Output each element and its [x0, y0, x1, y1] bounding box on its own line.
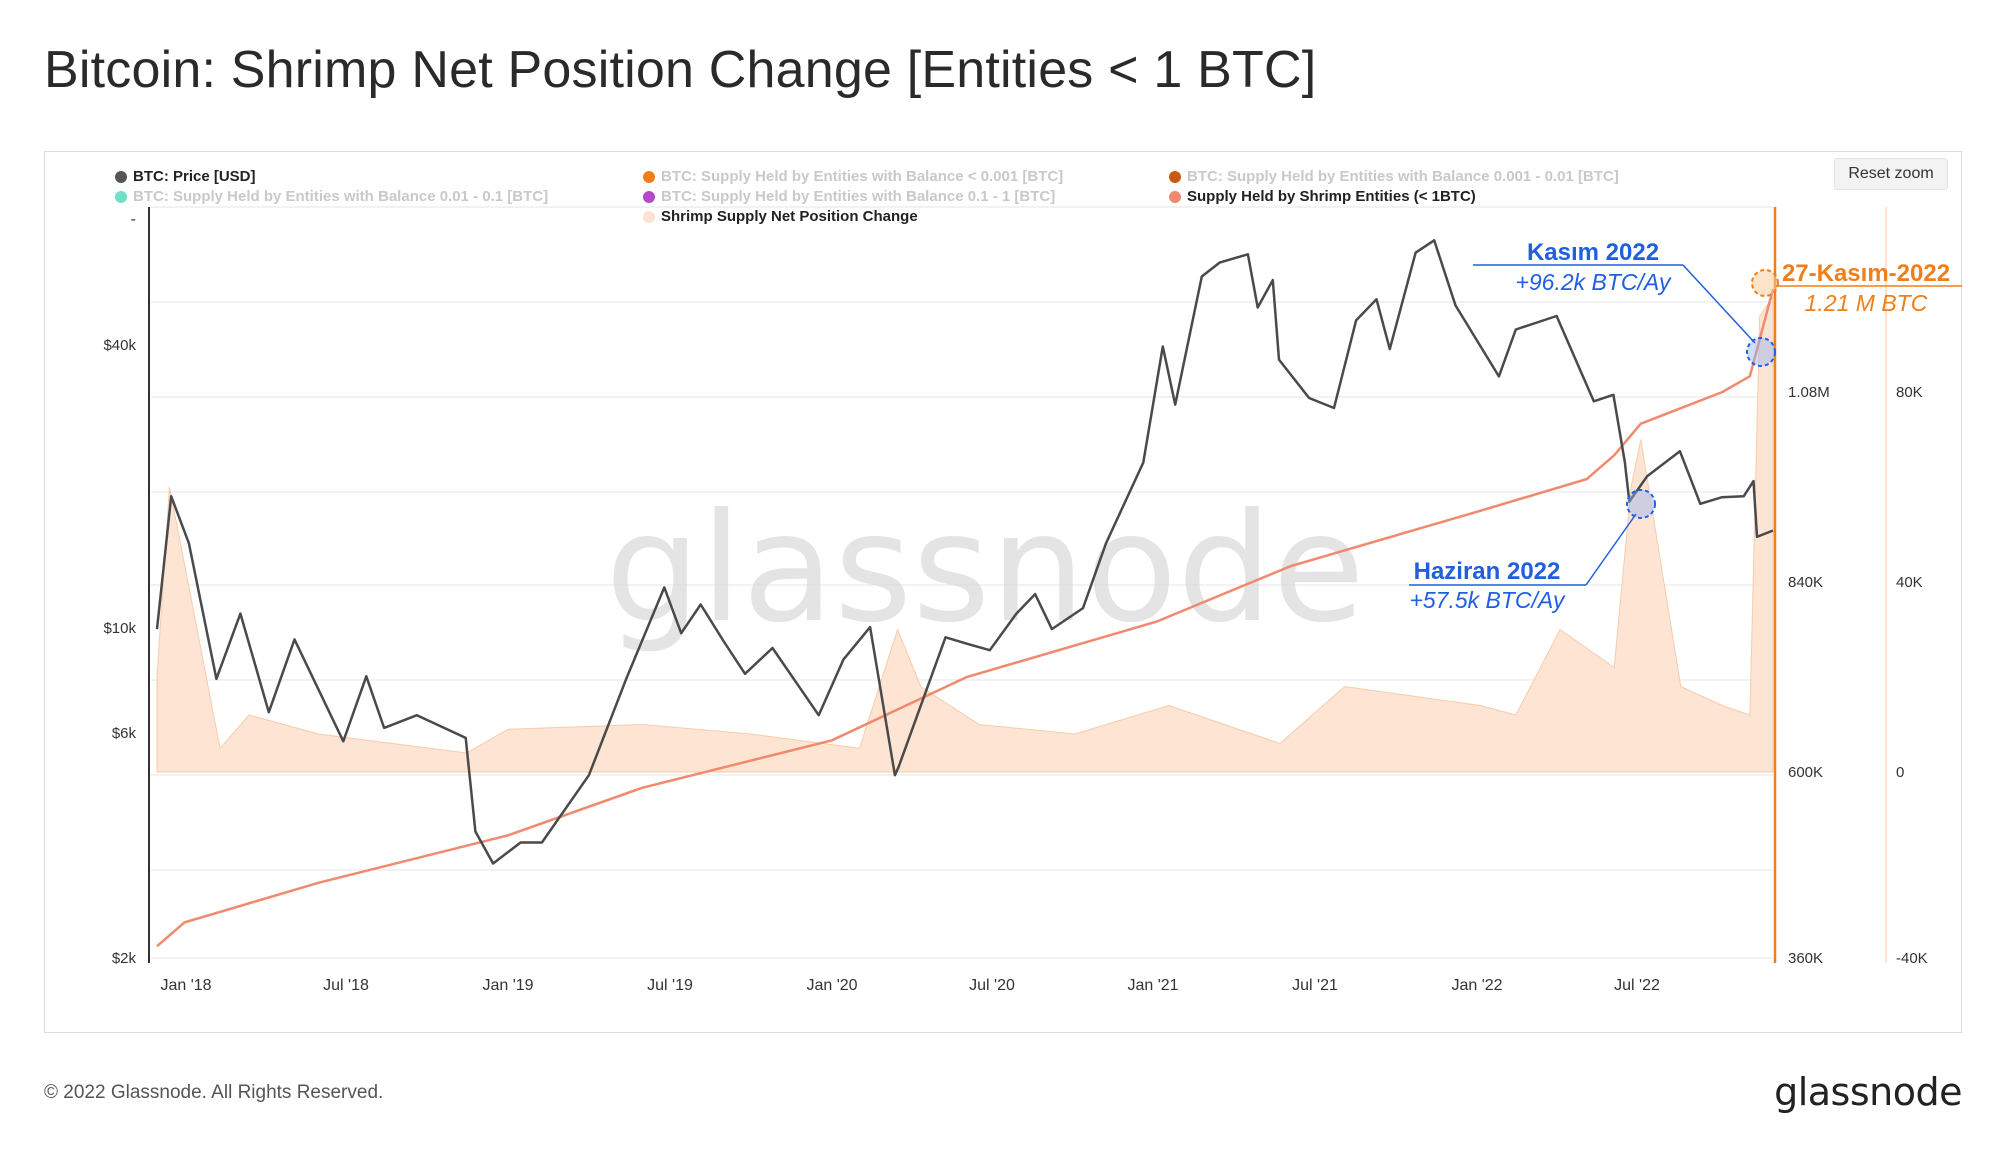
legend-label: BTC: Supply Held by Entities with Balanc…: [1187, 168, 1619, 185]
kasim-value: +96.2k BTC/Ay: [1515, 269, 1672, 295]
legend-label: BTC: Price [USD]: [133, 168, 256, 185]
legend-swatch: [643, 190, 655, 203]
shrimp-supply-line: [156, 288, 1775, 948]
footer-logo: glassnode: [1774, 1070, 1962, 1114]
x-tick-label: Jul '21: [1292, 977, 1338, 994]
x-tick-label: Jan '20: [806, 977, 857, 994]
reset-zoom-button[interactable]: Reset zoom: [1834, 158, 1948, 190]
x-tick-label: Jul '22: [1614, 977, 1660, 994]
legend-item[interactable]: BTC: Supply Held by Entities with Balanc…: [643, 188, 1055, 205]
haziran-value: +57.5k BTC/Ay: [1409, 587, 1566, 613]
price-tick-label: $40k: [103, 337, 136, 354]
x-tick-label: Jul '18: [323, 977, 369, 994]
kasim-leader: [1682, 264, 1756, 344]
kasim-marker: [1746, 337, 1776, 367]
haziran-marker: [1626, 489, 1656, 519]
haziran-title: Haziran 2022: [1414, 558, 1561, 585]
supply-tick-label: 360K: [1788, 950, 1823, 967]
x-tick-label: Jul '19: [647, 977, 693, 994]
legend-swatch: [1169, 170, 1181, 183]
haziran-leader: [1585, 513, 1637, 586]
legend-swatch: [643, 210, 655, 223]
change-tick-label: -40K: [1896, 950, 1928, 967]
legend-item[interactable]: BTC: Supply Held by Entities with Balanc…: [1169, 168, 1619, 185]
watermark: glassnode: [605, 482, 1364, 656]
end-value: 1.21 M BTC: [1805, 290, 1928, 316]
legend-item[interactable]: Shrimp Supply Net Position Change: [643, 208, 918, 225]
legend-swatch: [115, 190, 127, 203]
legend-label: BTC: Supply Held by Entities with Balanc…: [661, 168, 1064, 185]
chart-frame: [44, 151, 1962, 1033]
legend-swatch: [643, 170, 655, 183]
legend-label: Shrimp Supply Net Position Change: [661, 208, 918, 225]
legend-swatch: [1169, 190, 1181, 203]
btc-price-line: [155, 239, 1774, 865]
x-tick-label: Jan '18: [160, 977, 211, 994]
price-tick-label: $6k: [112, 725, 137, 742]
chart-title: Bitcoin: Shrimp Net Position Change [Ent…: [44, 41, 1317, 99]
supply-tick-label: 1.08M: [1788, 384, 1830, 401]
x-tick-label: Jan '19: [482, 977, 533, 994]
net-position-change-area: [156, 295, 1774, 773]
change-tick-label: 40K: [1896, 574, 1923, 591]
legend-label: Supply Held by Shrimp Entities (< 1BTC): [1187, 188, 1476, 205]
legend-swatch: [115, 170, 127, 183]
footer-copyright: © 2022 Glassnode. All Rights Reserved.: [44, 1082, 384, 1103]
x-tick-label: Jan '22: [1451, 977, 1502, 994]
end-marker: [1751, 269, 1779, 297]
x-tick-label: Jan '21: [1127, 977, 1178, 994]
price-tick-label: $10k: [103, 620, 136, 637]
change-tick-label: 80K: [1896, 384, 1923, 401]
supply-tick-label: 600K: [1788, 764, 1823, 781]
kasim-title: Kasım 2022: [1527, 239, 1659, 266]
x-tick-label: Jul '20: [969, 977, 1015, 994]
legend-item[interactable]: BTC: Supply Held by Entities with Balanc…: [115, 188, 548, 205]
legend-label: BTC: Supply Held by Entities with Balanc…: [661, 188, 1056, 205]
price-axis-top-label: -: [131, 211, 136, 228]
legend-item[interactable]: BTC: Price [USD]: [115, 168, 256, 185]
price-tick-label: $2k: [112, 950, 137, 967]
legend-item[interactable]: Supply Held by Shrimp Entities (< 1BTC): [1169, 188, 1476, 205]
legend-item[interactable]: BTC: Supply Held by Entities with Balanc…: [643, 168, 1063, 185]
legend-label: BTC: Supply Held by Entities with Balanc…: [133, 188, 549, 205]
end-title: 27-Kasım-2022: [1782, 260, 1950, 287]
change-tick-label: 0: [1896, 764, 1904, 781]
supply-tick-label: 840K: [1788, 574, 1823, 591]
